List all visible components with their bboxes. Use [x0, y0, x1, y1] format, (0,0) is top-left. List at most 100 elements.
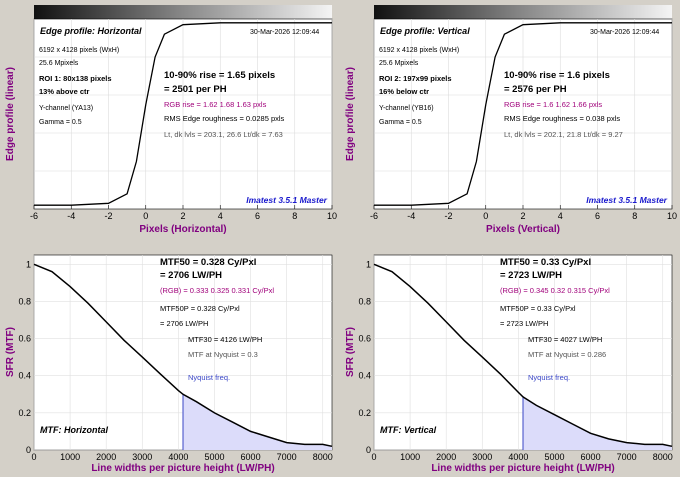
x-tick-label: 3000 — [472, 452, 492, 462]
edge-profile-horizontal-chart: -6 -4 -2 0 2 4 6 8 10 Edge profile: Horizontal 3… — [5, 5, 337, 235]
mtf50: MTF50 = 0.328 Cy/Pxl — [160, 257, 256, 268]
roi-position: 16% below ctr — [379, 87, 429, 96]
x-tick-label: 10 — [667, 211, 677, 221]
y-tick-label: 0.2 — [18, 408, 31, 418]
brand-label: Imatest 3.5.1 Master — [246, 195, 327, 205]
megapixels: 25.6 Mpixels — [39, 60, 79, 67]
y-tick-label: 1 — [366, 259, 371, 269]
mtf-curve — [373, 263, 673, 448]
y-axis-label: Edge profile (linear) — [345, 67, 356, 161]
nyquist-label: Nyquist freq. — [188, 373, 230, 382]
x-tick-label: 2 — [180, 211, 185, 221]
mtf50p: MTF50P = 0.33 Cy/Pxl — [500, 304, 576, 313]
rise-value: 10-90% rise = 1.65 pixels — [164, 70, 275, 81]
x-tick-label: 7000 — [617, 452, 637, 462]
x-tick-label: 2000 — [436, 452, 456, 462]
x-tick-label: 5000 — [544, 452, 564, 462]
x-tick-label: 4000 — [168, 452, 188, 462]
x-tick-label: 1000 — [400, 452, 420, 462]
panel-title: MTF: Horizontal — [40, 425, 108, 435]
x-tick-label: 4 — [218, 211, 223, 221]
rise-value: 10-90% rise = 1.6 pixels — [504, 70, 610, 81]
rms-roughness: RMS Edge roughness = 0.0285 pxls — [164, 114, 285, 123]
image-dims: 6192 x 4128 pixels (WxH) — [39, 47, 119, 54]
rgb-rise: RGB rise = 1.62 1.68 1.63 pxls — [164, 100, 267, 109]
x-axis-label: Pixels (Vertical) — [486, 224, 560, 235]
timestamp: 30-Mar-2026 12:09:44 — [590, 29, 659, 36]
x-tick-label: 3000 — [132, 452, 152, 462]
y-tick-label: 0.8 — [18, 296, 31, 306]
mtf30: MTF30 = 4126 LW/PH — [188, 335, 262, 344]
channel: Y-channel (YA13) — [39, 105, 93, 112]
mtf50p-lwph: = 2706 LW/PH — [160, 319, 208, 328]
x-tick-label: 6 — [595, 211, 600, 221]
beyond-nyquist-area — [523, 396, 672, 450]
x-tick-label: -2 — [104, 211, 112, 221]
roi-position: 13% above ctr — [39, 87, 90, 96]
per-ph: = 2576 per PH — [504, 84, 567, 95]
y-tick-label: 0.4 — [18, 371, 31, 381]
panel-title: MTF: Vertical — [380, 425, 437, 435]
x-tick-label: -4 — [67, 211, 75, 221]
gradient-bar — [374, 5, 672, 19]
levels: Lt, dk lvls = 202.1, 21.8 Lt/dk = 9.27 — [504, 130, 623, 139]
mtf50-lwph: = 2706 LW/PH — [160, 270, 222, 281]
roi-label: ROI 1: 80x138 pixels — [39, 74, 112, 83]
x-tick-label: -2 — [444, 211, 452, 221]
mtf-curve — [33, 263, 333, 448]
per-ph: = 2501 per PH — [164, 84, 227, 95]
gamma: Gamma = 0.5 — [39, 119, 82, 126]
nyquist-label: Nyquist freq. — [528, 373, 570, 382]
rgb-values: (RGB) = 0.333 0.325 0.331 Cy/Pxl — [160, 286, 274, 295]
y-tick-label: 0.6 — [358, 334, 371, 344]
mtf50: MTF50 = 0.33 Cy/Pxl — [500, 257, 591, 268]
rgb-values: (RGB) = 0.345 0.32 0.315 Cy/Pxl — [500, 286, 610, 295]
panel-title: Edge profile: Horizontal — [40, 26, 142, 36]
x-tick-label: 8000 — [313, 452, 333, 462]
y-axis-label: SFR (MTF) — [5, 327, 16, 377]
gradient-bar — [34, 5, 332, 19]
x-tick-label: 0 — [371, 452, 376, 462]
x-tick-label: 4 — [558, 211, 563, 221]
y-axis-label: Edge profile (linear) — [5, 67, 16, 161]
panel-title: Edge profile: Vertical — [380, 26, 470, 36]
mtf50p-lwph: = 2723 LW/PH — [500, 319, 548, 328]
x-tick-label: 1000 — [60, 452, 80, 462]
x-tick-label: 2 — [520, 211, 525, 221]
mtf50p: MTF50P = 0.328 Cy/Pxl — [160, 304, 240, 313]
gamma: Gamma = 0.5 — [379, 119, 422, 126]
x-tick-label: 8 — [632, 211, 637, 221]
mtf-horizontal-chart: 0 1000 2000 3000 4000 5000 6000 7000 8000 0 0.2 0.4… — [5, 254, 333, 474]
x-tick-label: -6 — [30, 211, 38, 221]
mtf-at-nyquist: MTF at Nyquist = 0.3 — [188, 350, 258, 359]
x-axis-label: Line widths per picture height (LW/PH) — [91, 463, 274, 474]
x-tick-label: 0 — [143, 211, 148, 221]
megapixels: 25.6 Mpixels — [379, 60, 419, 67]
x-tick-label: 4000 — [508, 452, 528, 462]
x-tick-label: 8 — [292, 211, 297, 221]
x-tick-label: 6000 — [581, 452, 601, 462]
x-tick-label: 5000 — [204, 452, 224, 462]
x-tick-label: 6 — [255, 211, 260, 221]
y-tick-label: 0.8 — [358, 296, 371, 306]
y-tick-label: 0.2 — [358, 408, 371, 418]
timestamp: 30-Mar-2026 12:09:44 — [250, 29, 319, 36]
mtf-vertical-chart: 0 1000 2000 3000 4000 5000 6000 7000 8000 0 0.2 0.4… — [345, 254, 673, 474]
x-axis-label: Line widths per picture height (LW/PH) — [431, 463, 614, 474]
x-axis-label: Pixels (Horizontal) — [139, 224, 226, 235]
mtf30: MTF30 = 4027 LW/PH — [528, 335, 602, 344]
edge-profile-vertical-chart: -6 -4 -2 0 2 4 6 8 10 Edge profile: Vertical 30-… — [345, 5, 677, 235]
x-tick-label: 6000 — [241, 452, 261, 462]
y-tick-label: 0 — [366, 445, 371, 455]
x-tick-label: -6 — [370, 211, 378, 221]
x-tick-label: 10 — [327, 211, 337, 221]
y-axis-label: SFR (MTF) — [345, 327, 356, 377]
edge-curve — [374, 22, 672, 206]
edge-curve — [34, 22, 332, 206]
x-tick-label: 7000 — [277, 452, 297, 462]
roi-label: ROI 2: 197x99 pixels — [379, 74, 452, 83]
x-tick-label: -4 — [407, 211, 415, 221]
x-tick-label: 0 — [483, 211, 488, 221]
mtf50-lwph: = 2723 LW/PH — [500, 270, 562, 281]
x-tick-label: 8000 — [653, 452, 673, 462]
